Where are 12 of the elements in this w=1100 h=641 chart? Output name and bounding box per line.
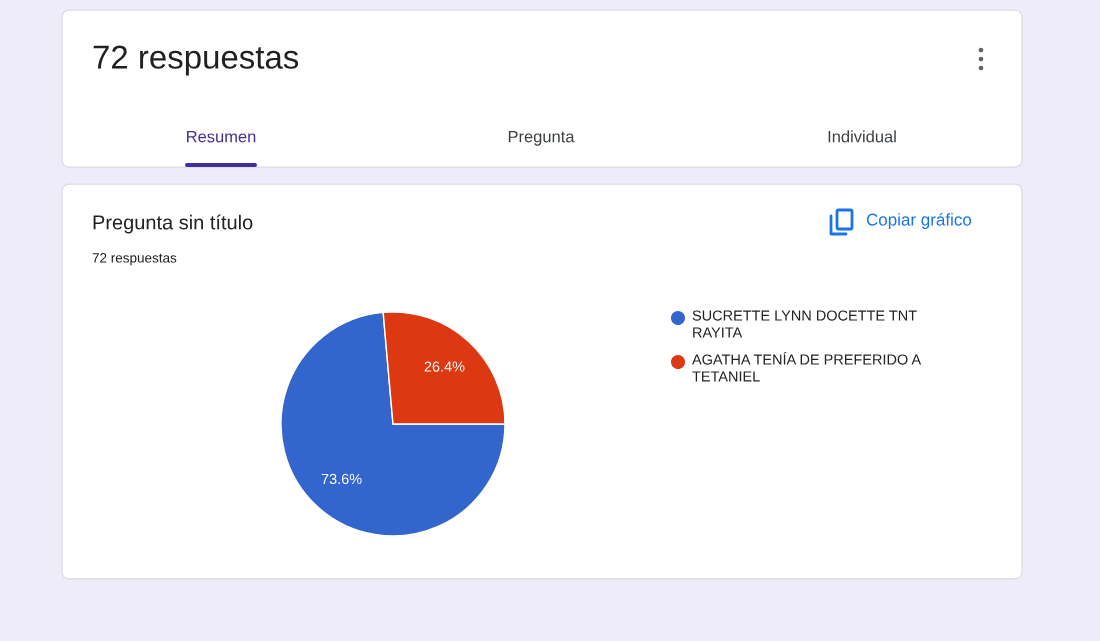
text: Pregunta <box>508 130 575 146</box>
data-label: 26.4% <box>424 361 465 372</box>
legend-label: SUCRETTE LYNN DOCETTE TNT RAYITA <box>692 310 917 338</box>
pie-slice <box>280 311 506 537</box>
text: 72 respuestas <box>92 253 177 266</box>
text: 72 respuestas <box>93 45 299 76</box>
data-label: 73.6% <box>321 473 362 485</box>
text: Resumen <box>187 130 256 143</box>
chart-title: Pregunta sin título <box>93 214 253 234</box>
legend-label: AGATHA TENÍA DE PREFERIDO A TETANIEL <box>692 351 922 382</box>
text: Individual <box>828 130 896 143</box>
text: Copiar gráfico <box>866 212 972 230</box>
